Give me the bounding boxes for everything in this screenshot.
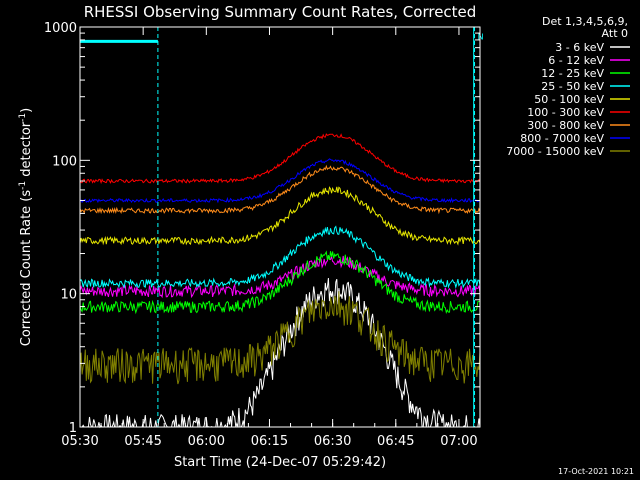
legend-label: 7000 - 15000 keV <box>506 145 604 158</box>
x-tick-label: 07:00 <box>440 434 477 449</box>
legend-header: Att 0 <box>602 27 628 40</box>
footer-timestamp: 17-Oct-2021 10:21 <box>558 467 634 476</box>
legend-label: 3 - 6 keV <box>555 41 604 54</box>
y-tick-label: 100 <box>52 154 77 169</box>
x-tick-label: 05:30 <box>61 434 98 449</box>
legend-label: 50 - 100 keV <box>534 93 604 106</box>
series-line <box>79 158 481 204</box>
series-line <box>79 291 481 385</box>
legend-label: 800 - 7000 keV <box>520 132 604 145</box>
legend-label: 25 - 50 keV <box>541 80 604 93</box>
series-line <box>79 250 481 315</box>
chart-title: RHESSI Observing Summary Count Rates, Co… <box>84 3 477 21</box>
legend-label: 300 - 800 keV <box>527 119 604 132</box>
x-tick-label: 06:15 <box>251 434 288 449</box>
x-tick-label: 06:30 <box>314 434 351 449</box>
series-line <box>79 225 481 289</box>
y-tick-label: 10 <box>60 288 77 303</box>
series-line <box>79 186 481 246</box>
series-line <box>79 164 481 215</box>
x-tick-label: 06:45 <box>377 434 414 449</box>
legend-label: 12 - 25 keV <box>541 67 604 80</box>
x-axis-label: Start Time (24-Dec-07 05:29:42) <box>174 455 386 470</box>
y-tick-label: 1 <box>69 421 77 436</box>
y-tick-label: 1000 <box>44 21 77 36</box>
legend-header: Det 1,3,4,5,6,9, <box>542 15 628 28</box>
series-line <box>79 133 481 185</box>
legend-label: 6 - 12 keV <box>548 54 604 67</box>
y-axis-label: Corrected Count Rate (s-1 detector-1) <box>18 108 34 346</box>
x-tick-label: 06:00 <box>188 434 225 449</box>
x-tick-label: 05:45 <box>124 434 161 449</box>
legend-label: 100 - 300 keV <box>527 106 604 119</box>
flag-bar-label: N <box>478 32 484 41</box>
axes-layer: 05:30 05:45 06:00 06:15 06:30 06:45 07:00 1 10 10… <box>44 21 481 449</box>
plot-frame <box>79 26 481 428</box>
series-line <box>79 254 481 299</box>
